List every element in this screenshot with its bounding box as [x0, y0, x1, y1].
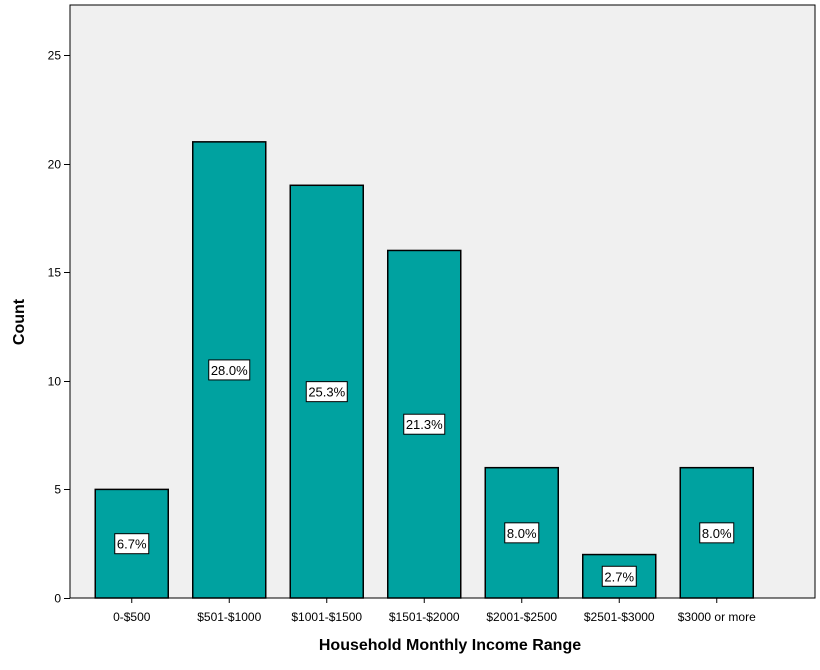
data-label-box	[601, 565, 637, 587]
data-label: 21.3%	[406, 417, 443, 432]
x-tick-label: $2501-$3000	[584, 610, 655, 624]
data-label-box	[699, 522, 735, 544]
data-label-box	[305, 381, 348, 403]
x-tick-label: $1501-$2000	[389, 610, 460, 624]
data-label-box	[208, 359, 251, 381]
bar	[387, 249, 462, 599]
y-tick-label: 5	[54, 483, 61, 497]
y-axis-title: Count	[11, 298, 28, 346]
x-tick-label: $2001-$2500	[486, 610, 557, 624]
data-label: 28.0%	[211, 363, 248, 378]
y-tick-label: 10	[48, 375, 62, 389]
x-axis: 0-$500 $501-$1000 $1001-$1500 $1501-$2000 $2…	[113, 598, 756, 624]
data-labels-group: 6.7% 28.0% 25.3% 21.3% 8.0% 2.7% 8.0%	[114, 359, 735, 587]
data-label-box	[403, 413, 446, 435]
y-tick-label: 0	[54, 592, 61, 606]
data-label-box	[504, 522, 540, 544]
x-tick-label: $501-$1000	[197, 610, 261, 624]
x-axis-title: Household Monthly Income Range	[318, 637, 582, 654]
y-tick-label: 20	[48, 158, 62, 172]
y-tick-label: 15	[48, 266, 62, 280]
data-label: 6.7%	[117, 537, 147, 552]
data-label: 8.0%	[507, 526, 537, 541]
y-axis: 0 5 10 15 20 25	[48, 49, 70, 606]
x-tick-label: $1001-$1500	[291, 610, 362, 624]
data-label: 25.3%	[308, 385, 345, 400]
data-label: 8.0%	[702, 526, 732, 541]
x-tick-label: 0-$500	[113, 610, 151, 624]
data-label: 2.7%	[604, 569, 634, 584]
y-tick-label: 25	[48, 49, 62, 63]
data-label-box	[114, 533, 150, 555]
x-tick-label: $3000 or more	[678, 610, 756, 624]
